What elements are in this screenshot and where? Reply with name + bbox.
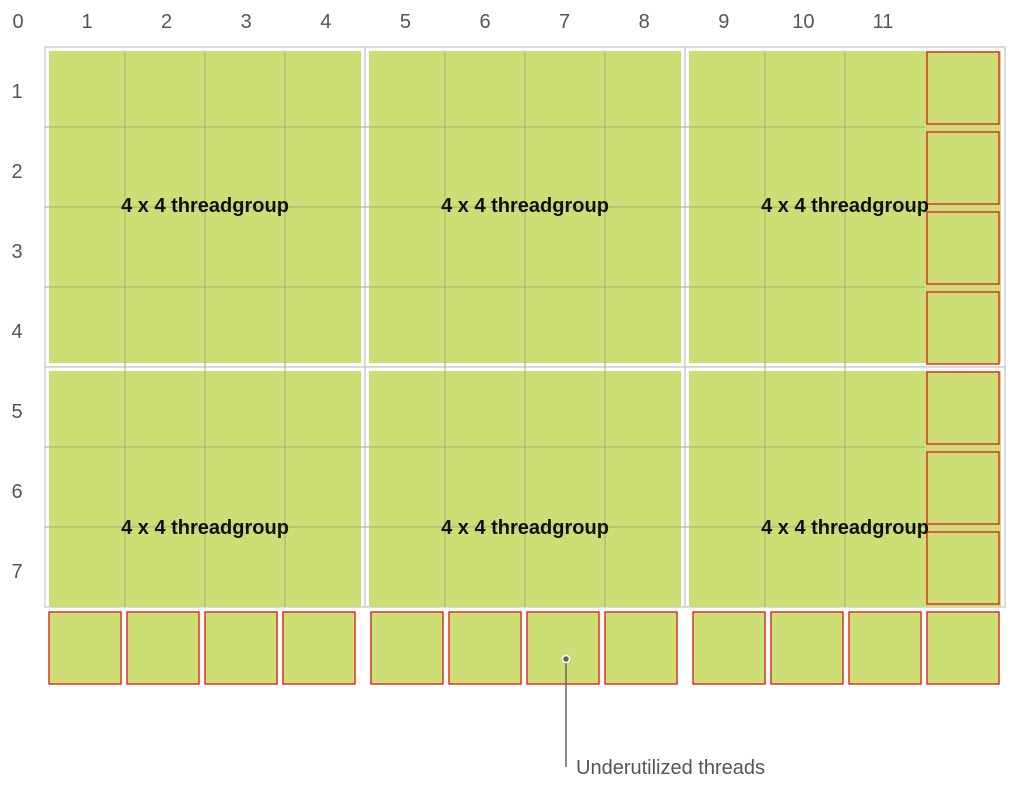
underutilized-thread xyxy=(926,51,1000,125)
y-axis-label: 1 xyxy=(11,81,22,103)
threadgroup-label: 4 x 4 threadgroup xyxy=(761,195,929,217)
x-axis-label: 10 xyxy=(792,11,814,33)
underutilized-thread xyxy=(370,611,444,685)
underutilized-thread xyxy=(926,451,1000,525)
threadgroup-label: 4 x 4 threadgroup xyxy=(441,517,609,539)
underutilized-thread xyxy=(926,211,1000,285)
x-axis-label: 6 xyxy=(479,11,490,33)
underutilized-thread xyxy=(48,611,122,685)
x-axis-label: 4 xyxy=(320,11,331,33)
underutilized-thread xyxy=(848,611,922,685)
underutilized-thread xyxy=(526,611,600,685)
threadgroup-labels-layer: 4 x 4 threadgroup 4 x 4 threadgroup 4 x 4 … xyxy=(121,195,929,539)
y-axis-label: 2 xyxy=(11,161,22,183)
x-axis-label: 11 xyxy=(873,11,894,33)
underutilized-thread xyxy=(926,611,1000,685)
threadgroup-label: 4 x 4 threadgroup xyxy=(121,195,289,217)
underutilized-thread xyxy=(604,611,678,685)
x-axis-label: 1 xyxy=(81,11,92,33)
underutilized-thread xyxy=(204,611,278,685)
underutilized-thread xyxy=(126,611,200,685)
callout-dot xyxy=(561,654,571,664)
underutilized-thread xyxy=(282,611,356,685)
underutilized-thread xyxy=(926,531,1000,605)
x-axis-label: 5 xyxy=(400,11,411,33)
underutilized-callout: Underutilized threads xyxy=(561,654,765,779)
underutilized-threads-label: Underutilized threads xyxy=(576,757,765,779)
y-axis-label: 3 xyxy=(11,241,22,263)
y-axis-label: 6 xyxy=(11,481,22,503)
x-axis-label: 8 xyxy=(639,11,650,33)
threadgroup-label: 4 x 4 threadgroup xyxy=(441,195,609,217)
x-axis-label: 9 xyxy=(718,11,729,33)
underutilized-thread xyxy=(926,371,1000,445)
y-axis-label: 7 xyxy=(11,561,22,583)
y-axis-label: 4 xyxy=(11,321,22,343)
threadgroup-label: 4 x 4 threadgroup xyxy=(121,517,289,539)
threadgroup-label: 4 x 4 threadgroup xyxy=(761,517,929,539)
underutilized-thread xyxy=(448,611,522,685)
x-axis-label: 2 xyxy=(161,11,172,33)
underutilized-thread xyxy=(770,611,844,685)
x-axis-label: 3 xyxy=(241,11,252,33)
underutilized-thread xyxy=(926,291,1000,365)
underutilized-thread xyxy=(692,611,766,685)
underutilized-thread xyxy=(926,131,1000,205)
underutilized-threads-layer xyxy=(48,51,1000,685)
grid-lines-layer xyxy=(45,51,925,607)
y-axis-label: 5 xyxy=(11,401,22,423)
x-axis-label: 0 xyxy=(12,11,23,33)
x-axis-label: 7 xyxy=(559,11,570,33)
